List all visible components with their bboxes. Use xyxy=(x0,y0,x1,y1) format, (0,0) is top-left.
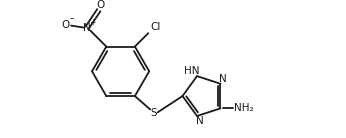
Text: HN: HN xyxy=(184,66,200,76)
Text: O: O xyxy=(97,0,105,10)
Text: N: N xyxy=(83,22,91,33)
Text: –: – xyxy=(70,14,74,23)
Text: N: N xyxy=(219,74,227,84)
Text: +: + xyxy=(89,18,95,27)
Text: Cl: Cl xyxy=(151,22,161,32)
Text: N: N xyxy=(196,116,204,126)
Text: O: O xyxy=(61,20,70,30)
Text: NH₂: NH₂ xyxy=(235,103,254,113)
Text: S: S xyxy=(151,108,157,118)
